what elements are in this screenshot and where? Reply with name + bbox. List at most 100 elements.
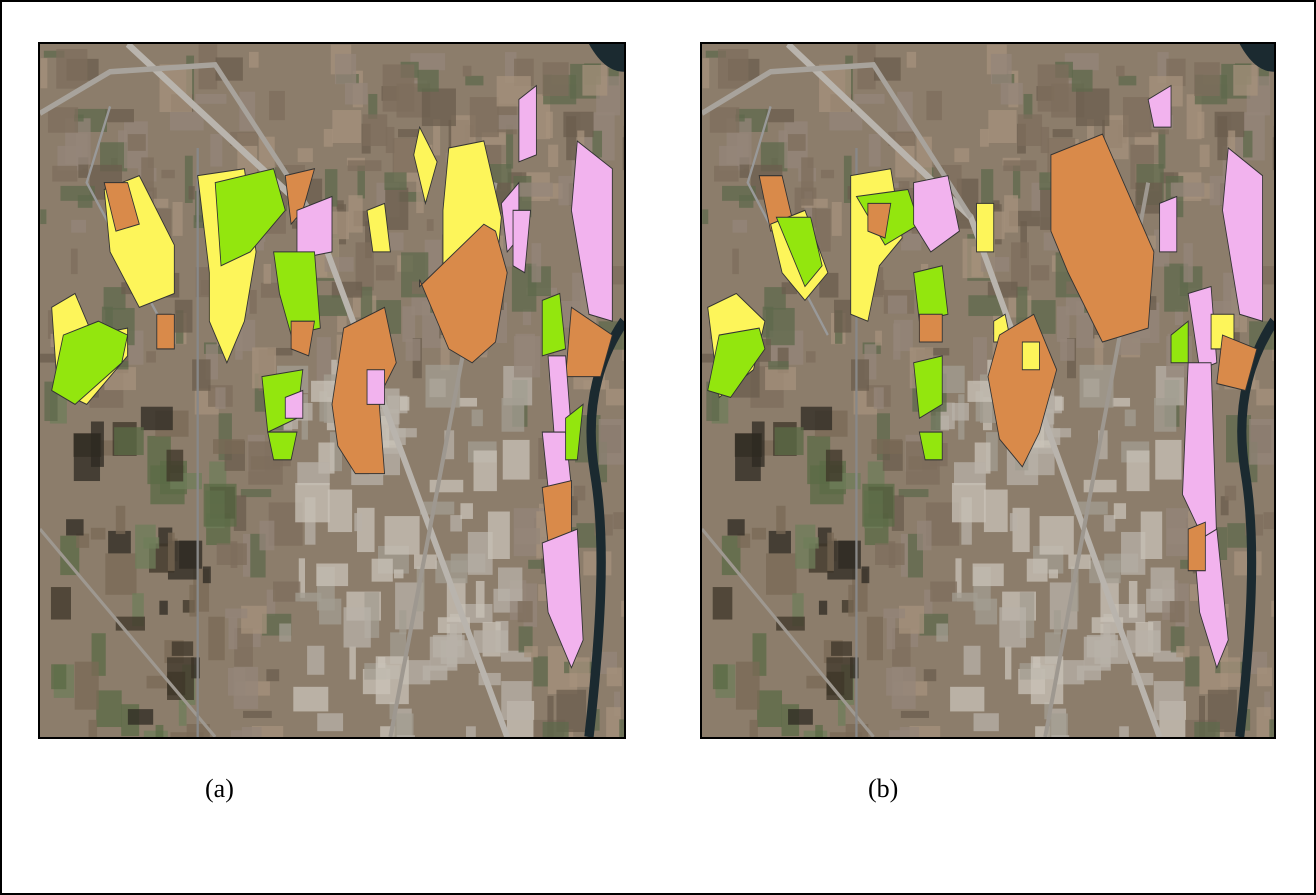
terrain-patch <box>623 137 626 170</box>
terrain-patch <box>889 541 896 568</box>
terrain-patch <box>1274 343 1276 377</box>
terrain-patch <box>397 735 415 739</box>
terrain-patch <box>624 343 626 377</box>
terrain-patch <box>384 172 406 190</box>
terrain-patch <box>172 641 193 656</box>
terrain-patch <box>159 601 167 615</box>
terrain-patch <box>427 219 434 231</box>
terrain-patch <box>470 97 499 137</box>
terrain-patch <box>459 398 477 407</box>
terrain-patch <box>887 617 896 649</box>
terrain-patch <box>1005 647 1011 680</box>
terrain-patch <box>295 593 321 602</box>
terrain-patch <box>141 407 173 430</box>
terrain-patch <box>229 617 238 649</box>
terrain-patch <box>1249 419 1276 465</box>
terrain-patch <box>624 126 626 138</box>
terrain-patch <box>354 513 362 531</box>
terrain-patch <box>1119 76 1137 86</box>
terrain-patch <box>108 531 131 553</box>
terrain-patch <box>1274 126 1276 138</box>
terrain-patch <box>546 112 553 138</box>
terrain-patch <box>892 667 916 709</box>
terrain-patch <box>75 662 99 710</box>
terrain-patch <box>372 559 393 582</box>
terrain-patch <box>96 690 121 727</box>
terrain-patch <box>394 569 403 578</box>
terrain-patch <box>788 134 806 151</box>
terrain-patch <box>883 609 905 619</box>
terrain-patch <box>566 116 576 160</box>
terrain-patch <box>385 516 420 555</box>
terrain-patch <box>1194 722 1220 739</box>
terrain-patch <box>952 593 978 602</box>
terrain-patch <box>210 134 222 167</box>
terrain-patch <box>316 563 348 586</box>
terrain-patch <box>752 528 766 540</box>
terrain-patch <box>1087 635 1118 657</box>
terrain-patch <box>736 662 760 710</box>
terrain-patch <box>893 323 900 359</box>
terrain-patch <box>964 646 981 675</box>
terrain-patch <box>344 607 371 647</box>
terrain-patch <box>225 609 247 619</box>
terrain-patch <box>418 70 439 92</box>
land-parcel <box>1160 196 1177 251</box>
terrain-patch <box>393 713 413 739</box>
terrain-patch <box>826 450 842 482</box>
terrain-patch <box>1001 83 1023 105</box>
terrain-patch <box>422 88 456 126</box>
terrain-patch <box>503 440 530 480</box>
terrain-patch <box>907 52 916 68</box>
terrain-patch <box>732 249 739 274</box>
terrain-patch <box>1003 160 1036 171</box>
terrain-patch <box>1119 726 1129 739</box>
terrain-patch <box>543 62 569 96</box>
terrain-patch <box>834 300 851 333</box>
terrain-patch <box>307 646 324 675</box>
terrain-patch <box>952 483 986 522</box>
terrain-patch <box>497 115 521 129</box>
terrain-patch <box>739 195 753 208</box>
terrain-patch <box>862 566 870 583</box>
terrain-patch <box>533 656 548 686</box>
terrain-patch <box>114 427 144 455</box>
terrain-patch <box>871 439 902 454</box>
terrain-patch <box>52 166 77 182</box>
terrain-patch <box>215 387 225 409</box>
terrain-patch <box>498 567 522 601</box>
terrain-patch <box>548 145 558 167</box>
terrain-patch <box>167 450 184 482</box>
terrain-patch <box>1040 516 1074 555</box>
terrain-patch <box>128 134 146 151</box>
terrain-patch <box>973 563 1004 586</box>
map-panel-a <box>38 42 626 739</box>
terrain-patch <box>472 410 483 427</box>
terrain-patch <box>1010 513 1018 531</box>
terrain-patch <box>532 243 542 282</box>
terrain-patch <box>324 129 333 147</box>
terrain-patch <box>848 585 855 617</box>
terrain-patch <box>297 462 329 485</box>
terrain-patch <box>984 490 1008 533</box>
terrain-patch <box>851 359 869 390</box>
terrain-patch <box>91 528 106 540</box>
terrain-patch <box>298 148 313 162</box>
terrain-patch <box>1225 486 1236 501</box>
terrain-patch <box>1018 114 1042 146</box>
terrain-patch <box>51 587 71 619</box>
terrain-patch <box>1194 62 1220 96</box>
terrain-patch <box>1016 287 1027 324</box>
terrain-patch <box>243 711 272 718</box>
terrain-patch <box>450 515 462 531</box>
terrain-patch <box>203 566 211 583</box>
terrain-patch <box>76 534 89 548</box>
terrain-patch <box>1183 243 1192 282</box>
terrain-patch <box>189 186 195 199</box>
terrain-patch <box>832 202 842 236</box>
terrain-patch <box>175 300 193 333</box>
terrain-patch <box>1233 65 1257 96</box>
terrain-patch <box>389 232 404 250</box>
terrain-patch <box>1127 450 1150 491</box>
terrain-patch <box>1060 339 1074 361</box>
